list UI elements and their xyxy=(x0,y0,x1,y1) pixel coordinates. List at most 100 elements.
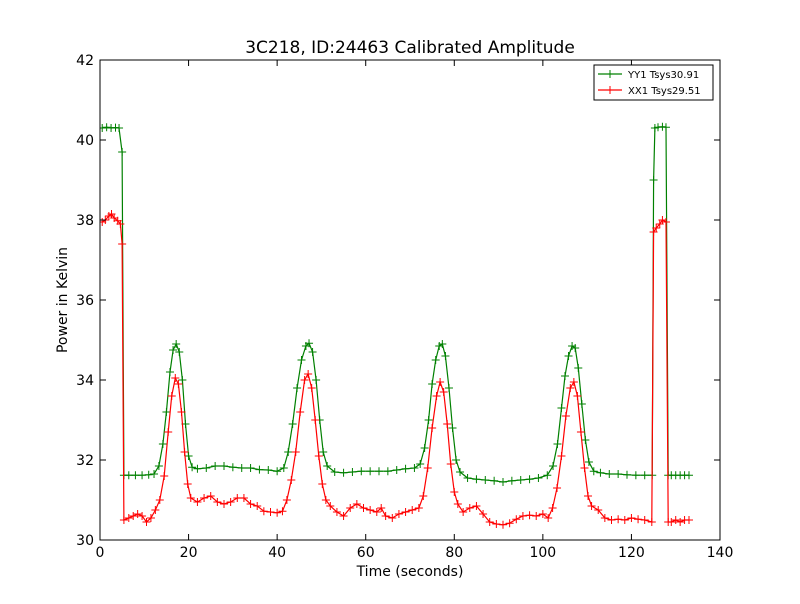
chart-title: 3C218, ID:24463 Calibrated Amplitude xyxy=(245,38,575,58)
data-point xyxy=(490,476,499,485)
data-point xyxy=(676,518,685,526)
x-tick-label: 60 xyxy=(357,545,375,561)
data-point xyxy=(154,462,163,470)
data-point xyxy=(452,456,461,464)
data-point xyxy=(453,500,462,508)
plot-frame xyxy=(99,59,721,541)
data-point xyxy=(587,502,596,510)
data-point xyxy=(394,510,403,518)
data-point xyxy=(226,498,235,506)
data-point xyxy=(649,176,658,184)
data-point xyxy=(553,440,562,448)
data-point xyxy=(543,471,552,480)
data-point xyxy=(569,378,578,386)
data-point xyxy=(172,340,181,348)
ticks-layer: 0 20 40 60 80 100 120 140 30 32 34 36 38 40 42 xyxy=(76,53,733,561)
data-point xyxy=(485,518,494,526)
data-point xyxy=(323,462,332,470)
data-point xyxy=(532,512,541,520)
data-point xyxy=(472,502,481,510)
data-point xyxy=(548,504,557,512)
x-tick-label: 40 xyxy=(268,545,286,561)
data-point xyxy=(620,516,629,524)
data-point xyxy=(352,500,361,508)
data-point xyxy=(492,520,501,528)
data-point xyxy=(146,514,155,522)
data-point xyxy=(392,466,401,474)
data-point xyxy=(481,476,490,484)
data-point xyxy=(573,392,582,400)
data-point xyxy=(640,471,649,480)
data-point xyxy=(366,467,375,476)
data-point xyxy=(499,520,507,529)
data-point xyxy=(115,124,124,132)
data-point xyxy=(375,467,383,476)
data-point xyxy=(174,380,183,388)
data-point xyxy=(438,340,447,348)
data-point xyxy=(436,378,445,386)
data-point xyxy=(685,471,693,480)
data-point xyxy=(305,339,314,348)
data-point xyxy=(155,496,164,504)
data-point xyxy=(142,518,151,526)
legend-label: XX1 Tsys29.51 xyxy=(628,86,701,97)
data-point xyxy=(652,224,661,232)
data-point xyxy=(444,384,453,392)
data-point xyxy=(538,510,547,518)
legend-marker xyxy=(606,70,614,78)
data-point xyxy=(372,508,381,516)
data-point xyxy=(175,348,184,356)
data-point xyxy=(307,384,316,392)
series-1 xyxy=(100,210,693,529)
data-point xyxy=(505,519,514,528)
data-point xyxy=(129,512,138,520)
data-point xyxy=(446,460,455,468)
y-tick-label: 36 xyxy=(76,293,94,309)
data-point xyxy=(183,480,192,488)
data-point xyxy=(423,464,432,472)
data-point xyxy=(366,506,375,514)
data-point xyxy=(220,462,228,470)
data-point xyxy=(410,464,419,472)
x-tick-label: 80 xyxy=(445,545,463,561)
data-point xyxy=(312,376,321,384)
data-point xyxy=(441,352,450,360)
data-point xyxy=(178,376,187,384)
data-point xyxy=(401,508,410,516)
data-point xyxy=(459,508,468,516)
data-point xyxy=(507,476,516,485)
data-point xyxy=(571,344,580,352)
data-point xyxy=(419,492,428,500)
data-point xyxy=(169,346,178,354)
legend-box xyxy=(593,64,714,101)
data-point xyxy=(291,448,300,456)
x-tick-label: 140 xyxy=(707,545,734,561)
data-point xyxy=(188,463,197,472)
data-point xyxy=(357,467,366,476)
data-point xyxy=(321,496,330,504)
x-tick-label: 120 xyxy=(618,545,645,561)
x-tick-label: 0 xyxy=(96,545,105,561)
data-point xyxy=(213,498,222,506)
series-line xyxy=(102,126,689,483)
data-point xyxy=(667,518,676,526)
data-point xyxy=(499,478,507,486)
data-point xyxy=(144,470,153,479)
data-point xyxy=(553,484,562,492)
data-point xyxy=(165,368,174,376)
data-point xyxy=(671,516,680,524)
data-point xyxy=(448,424,457,432)
data-point xyxy=(383,467,392,476)
data-point xyxy=(580,464,589,472)
x-tick-label: 20 xyxy=(180,545,198,561)
data-point xyxy=(118,148,127,156)
data-point xyxy=(150,470,159,478)
data-point xyxy=(516,476,525,484)
data-point xyxy=(465,504,474,512)
data-point xyxy=(279,464,288,472)
data-point xyxy=(658,216,667,224)
data-point xyxy=(180,448,189,456)
data-point xyxy=(318,480,327,488)
